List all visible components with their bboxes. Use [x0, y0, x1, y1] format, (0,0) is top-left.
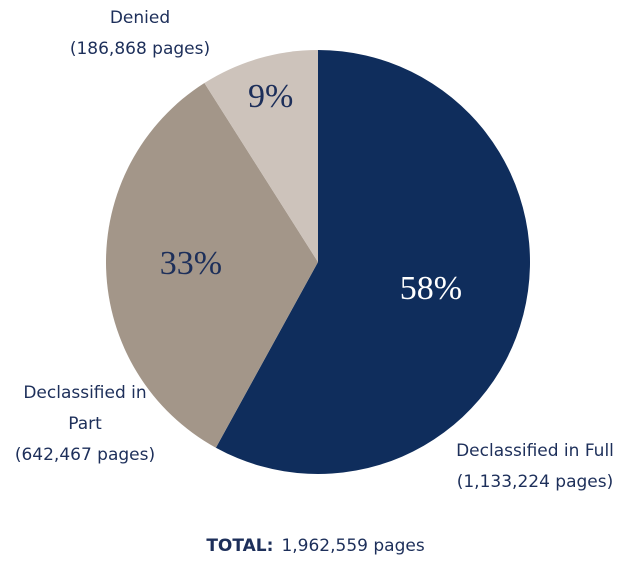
total: TOTAL: 1,962,559 pages: [0, 536, 631, 556]
slice-label: Declassified in Part (642,467 pages): [5, 378, 165, 471]
category-label: Declassified in Full: [456, 441, 614, 461]
value-label: 33%: [160, 245, 222, 282]
total-label: TOTAL:: [206, 536, 274, 556]
value-label: 58%: [400, 270, 462, 307]
value-label: 9%: [248, 78, 293, 115]
category-label: Denied: [109, 8, 171, 28]
pie-slice: [215, 50, 530, 475]
pages-label: (186,868 pages): [69, 39, 211, 59]
pages-label: (1,133,224 pages): [456, 472, 614, 492]
slice-label: Declassified in Full (1,133,224 pages): [440, 436, 630, 498]
pie-slice: [105, 83, 319, 448]
pages-label: (642,467 pages): [14, 445, 156, 465]
slice-label: Denied (186,868 pages): [55, 3, 225, 65]
pie-slice: [204, 50, 318, 262]
total-value: 1,962,559 pages: [281, 536, 425, 556]
category-label: Declassified in Part: [23, 383, 147, 434]
